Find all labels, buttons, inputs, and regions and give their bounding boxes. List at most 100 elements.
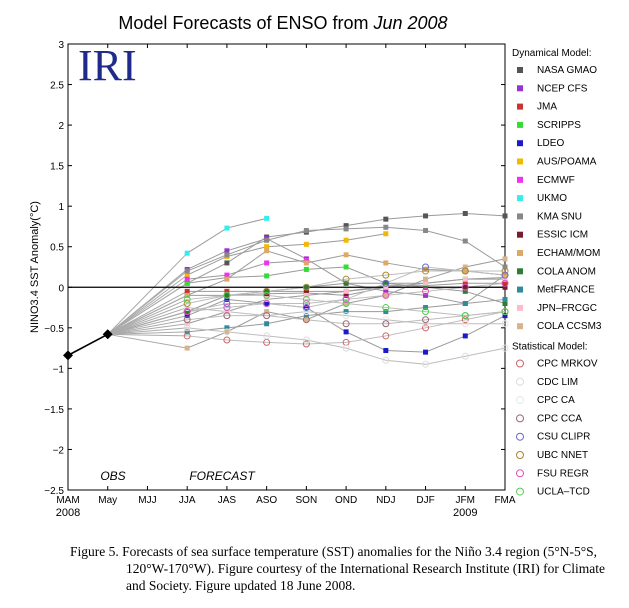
series-point <box>224 272 230 278</box>
series-point <box>382 316 390 324</box>
series-point <box>461 267 469 275</box>
series-point <box>422 308 430 316</box>
legend-marker <box>517 195 523 202</box>
x-tick-label: MAM <box>56 495 79 506</box>
series-point <box>462 268 468 274</box>
series-point <box>383 231 389 237</box>
series-line <box>187 260 307 280</box>
observed-point <box>102 329 113 340</box>
y-tick-label: −0.5 <box>44 324 64 335</box>
series-point <box>224 329 230 335</box>
legend-entry-label: NCEP CFS <box>537 83 588 94</box>
series-point <box>502 280 508 286</box>
series-point <box>343 264 349 270</box>
series-point <box>263 299 271 307</box>
series-point <box>422 324 430 332</box>
observed-point <box>63 350 73 361</box>
series-point <box>462 238 468 244</box>
series-point <box>184 272 190 278</box>
series-point <box>462 288 468 294</box>
series-line <box>186 217 267 254</box>
series-point <box>501 271 509 279</box>
series-point <box>342 275 350 283</box>
legend-marker <box>517 268 523 275</box>
series-point <box>462 280 468 286</box>
series-point <box>422 316 430 324</box>
series-point <box>462 284 468 290</box>
series-point <box>383 292 389 298</box>
series-point <box>224 260 230 266</box>
series-line <box>186 226 506 272</box>
series-point <box>184 276 190 282</box>
series-point <box>303 317 309 323</box>
legend-marker <box>517 213 523 220</box>
x-tick-label: NDJ <box>376 495 395 506</box>
series-point <box>382 304 390 312</box>
x-tick-label: May <box>98 495 117 506</box>
legend-marker <box>517 304 523 311</box>
series-point <box>264 260 270 266</box>
series-point <box>462 333 468 339</box>
observed-line <box>67 333 109 357</box>
y-tick-label: 0 <box>58 283 64 294</box>
legend-entry-label: CDC LIM <box>537 377 578 388</box>
series-point <box>302 304 310 312</box>
x-year-label: 2008 <box>56 507 80 519</box>
series-point <box>184 288 190 294</box>
series-point <box>462 300 468 306</box>
x-tick-label: JAS <box>218 495 237 506</box>
series-point <box>342 320 350 328</box>
x-tick-label: SON <box>296 495 318 506</box>
series-point <box>224 225 230 231</box>
series-line <box>187 307 505 325</box>
series-point <box>264 215 270 221</box>
legend-entry-label: CSU CLIPR <box>537 432 590 443</box>
x-tick-label: OND <box>335 495 357 506</box>
series-point <box>183 299 191 307</box>
series-point <box>423 280 429 286</box>
series-point <box>224 296 230 302</box>
series-point <box>423 276 429 282</box>
series-point <box>224 309 230 315</box>
series-point <box>184 313 190 319</box>
legend-marker <box>516 414 524 423</box>
series-point <box>184 280 190 286</box>
series-point <box>422 263 430 271</box>
series-point <box>303 305 309 311</box>
series-point <box>184 345 190 351</box>
x-tick-label: DJF <box>416 495 434 506</box>
series-point <box>382 271 390 279</box>
x-tick-label: MJJ <box>138 495 156 506</box>
series-line <box>186 298 506 353</box>
series-point <box>422 320 430 328</box>
series-point <box>502 256 508 262</box>
series-point <box>382 320 390 328</box>
series-point <box>423 305 429 311</box>
series-point <box>264 248 270 254</box>
series-point <box>501 267 509 275</box>
x-tick-label: JJA <box>179 495 196 506</box>
series-point <box>303 313 309 319</box>
legend-entry-label: UKMO <box>537 193 567 204</box>
forecast-fan-line <box>107 252 188 335</box>
series-point <box>343 300 349 306</box>
forecast-fan-line <box>107 307 188 335</box>
series-point <box>183 316 191 324</box>
forecast-fan-line <box>107 298 188 335</box>
legend-entry-label: UCLA–TCD <box>537 487 590 498</box>
series-point <box>502 272 508 278</box>
legend-marker <box>516 396 524 405</box>
series-point <box>223 308 231 316</box>
legend-marker <box>516 377 524 386</box>
series-point <box>502 213 508 219</box>
series-point <box>423 228 429 234</box>
legend-marker <box>517 140 523 147</box>
y-tick-label: −1 <box>53 364 65 375</box>
series-point <box>223 291 231 299</box>
series-point <box>383 260 389 266</box>
series-point <box>183 295 191 303</box>
series-point <box>184 292 190 298</box>
plot-frame <box>67 43 506 491</box>
legend-entry-label: JMA <box>537 102 557 113</box>
